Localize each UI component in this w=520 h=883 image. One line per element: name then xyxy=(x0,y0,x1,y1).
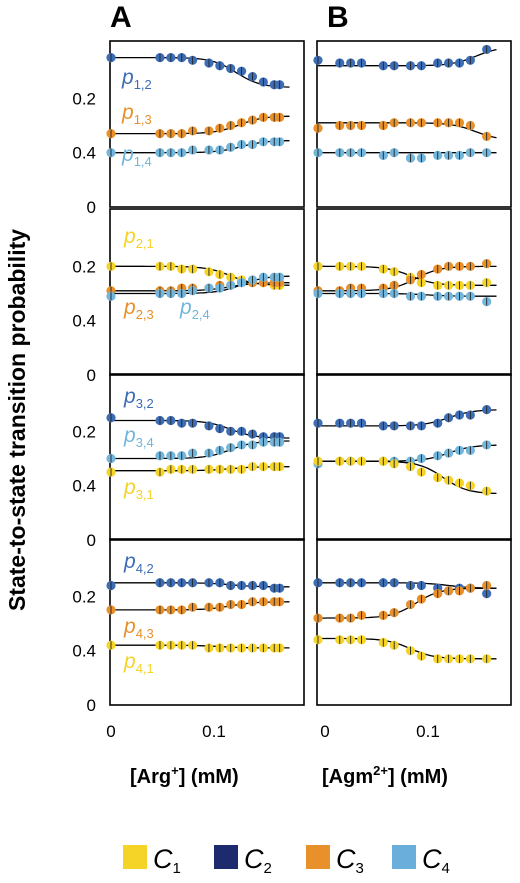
y-tick-label: 0 xyxy=(87,366,96,385)
panel-frame xyxy=(316,538,512,706)
legend-swatch-c2 xyxy=(214,845,238,869)
y-tick-label: 0.4 xyxy=(72,642,96,661)
p-label-4-3: p4,3 xyxy=(123,615,154,641)
p-label-2-1: p2,1 xyxy=(123,225,154,251)
legend: C1 C2 C3 C4 xyxy=(123,844,450,877)
panel-left-row-3: 0.2 0.4 0 xyxy=(72,373,305,550)
y-axis-label: State-to-state transition probability xyxy=(4,229,30,611)
panel-frame xyxy=(316,373,512,541)
x-axis-label-arg: [Arg+] (mM) xyxy=(130,763,239,788)
y-tick-label: 0.4 xyxy=(72,144,96,163)
legend-label-c4: C4 xyxy=(422,844,450,877)
panel-right-row-2 xyxy=(313,208,512,376)
x-tick-left-0: 0 xyxy=(106,722,115,741)
panel-right-row-1 xyxy=(313,40,512,208)
x-axis-label-agm: [Agm2+] (mM) xyxy=(322,763,448,788)
panel-left-row-1: 0.2 0.4 0 xyxy=(72,40,305,217)
p-label-3-1: p3,1 xyxy=(123,476,154,502)
y-tick-label: 0 xyxy=(87,696,96,715)
x-tick-left-0-1: 0.1 xyxy=(202,722,226,741)
legend-label-c3: C3 xyxy=(336,844,364,877)
p-label-1-3: p1,3 xyxy=(121,101,152,127)
y-tick-label: 0.2 xyxy=(72,422,96,441)
y-tick-label: 0.2 xyxy=(72,587,96,606)
panel-frame xyxy=(316,208,512,376)
y-tick-label: 0.4 xyxy=(72,477,96,496)
legend-label-c2: C2 xyxy=(244,844,272,877)
x-tick-right-0-1: 0.1 xyxy=(416,722,440,741)
legend-swatch-c3 xyxy=(306,845,330,869)
panel-letter-b: B xyxy=(327,1,349,34)
panel-letter-a: A xyxy=(110,1,132,34)
panel-left-row-2: 0.2 0.4 0 xyxy=(72,208,305,385)
panel-right-row-4 xyxy=(313,538,512,706)
panel-left-row-4: 0.2 0.4 0 xyxy=(72,538,305,715)
panel-frame xyxy=(109,40,305,208)
y-tick-label: 0.2 xyxy=(72,89,96,108)
p-label-3-2: p3,2 xyxy=(123,385,154,411)
p-label-1-2: p1,2 xyxy=(121,66,152,92)
p-label-2-3: p2,3 xyxy=(123,296,154,322)
p-label-2-4: p2,4 xyxy=(179,296,210,322)
p-label-3-4: p3,4 xyxy=(123,424,154,450)
y-tick-label: 0 xyxy=(87,198,96,217)
y-tick-label: 0.2 xyxy=(72,257,96,276)
y-tick-label: 0 xyxy=(87,531,96,550)
legend-swatch-c4 xyxy=(392,845,416,869)
panel-frame xyxy=(109,538,305,706)
y-tick-label: 0.4 xyxy=(72,312,96,331)
legend-label-c1: C1 xyxy=(153,844,181,877)
legend-swatch-c1 xyxy=(123,845,147,869)
panel-right-row-3 xyxy=(313,373,512,541)
x-tick-right-0: 0 xyxy=(320,722,329,741)
p-label-4-2: p4,2 xyxy=(123,550,154,576)
p-label-4-1: p4,1 xyxy=(123,650,154,676)
p-label-1-4: p1,4 xyxy=(121,143,152,169)
